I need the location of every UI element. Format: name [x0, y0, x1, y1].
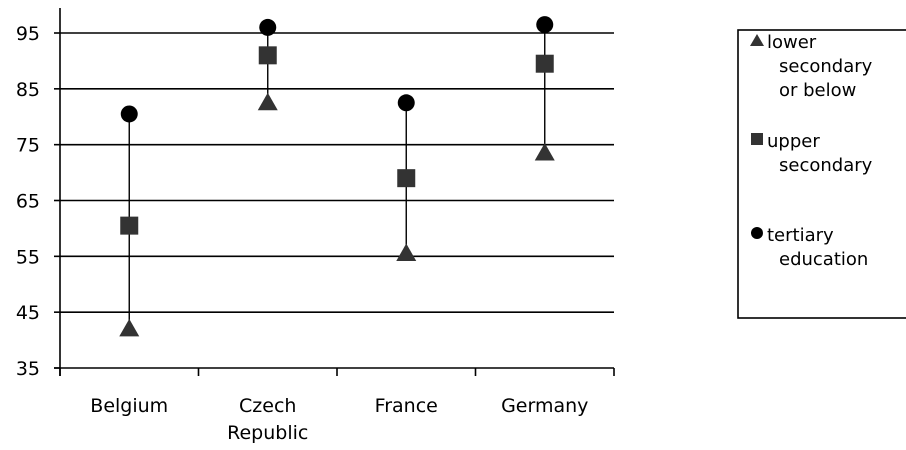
data-point-triangle [396, 243, 417, 262]
data-point-circle [397, 94, 415, 112]
data-point-triangle [257, 92, 278, 111]
data-point-circle [536, 16, 554, 34]
legend-label: upper secondary [767, 131, 873, 176]
data-point-circle [259, 18, 277, 36]
y-tick-label: 45 [16, 302, 40, 324]
data-point-triangle [534, 143, 555, 161]
data-markers [119, 16, 555, 337]
gridlines [60, 32, 614, 313]
y-tick-label: 85 [16, 79, 40, 101]
legend-marker-square [751, 133, 763, 145]
y-tick-label: 75 [16, 135, 40, 157]
x-axis-labels: Belgium Czech Republic France Germany [90, 395, 588, 444]
y-tick-label: 55 [16, 246, 40, 268]
y-axis-ticks: 35 45 55 65 75 85 95 [16, 23, 60, 380]
x-tick-label: Germany [501, 395, 588, 417]
range-lines [128, 24, 546, 329]
legend-label: tertiary education [767, 225, 868, 270]
legend-marker-circle [751, 227, 763, 239]
legend-box [737, 29, 906, 319]
legend-marker-triangle [750, 34, 764, 46]
y-tick-label: 95 [16, 23, 40, 45]
axes [54, 8, 615, 376]
y-tick-label: 35 [16, 358, 40, 380]
legend: lower secondary or below upper secondary tert… [737, 29, 906, 319]
x-tick-label: France [375, 395, 438, 417]
y-tick-label: 65 [16, 191, 40, 213]
legend-label: lower secondary or below [767, 32, 873, 101]
x-tick-label: Belgium [90, 395, 168, 417]
data-point-square [120, 216, 139, 235]
data-point-triangle [119, 318, 140, 337]
data-point-circle [120, 105, 138, 123]
data-point-square [397, 169, 416, 188]
data-point-square [258, 46, 277, 65]
data-point-square [535, 54, 554, 73]
x-tick-label: Czech Republic [227, 395, 308, 444]
